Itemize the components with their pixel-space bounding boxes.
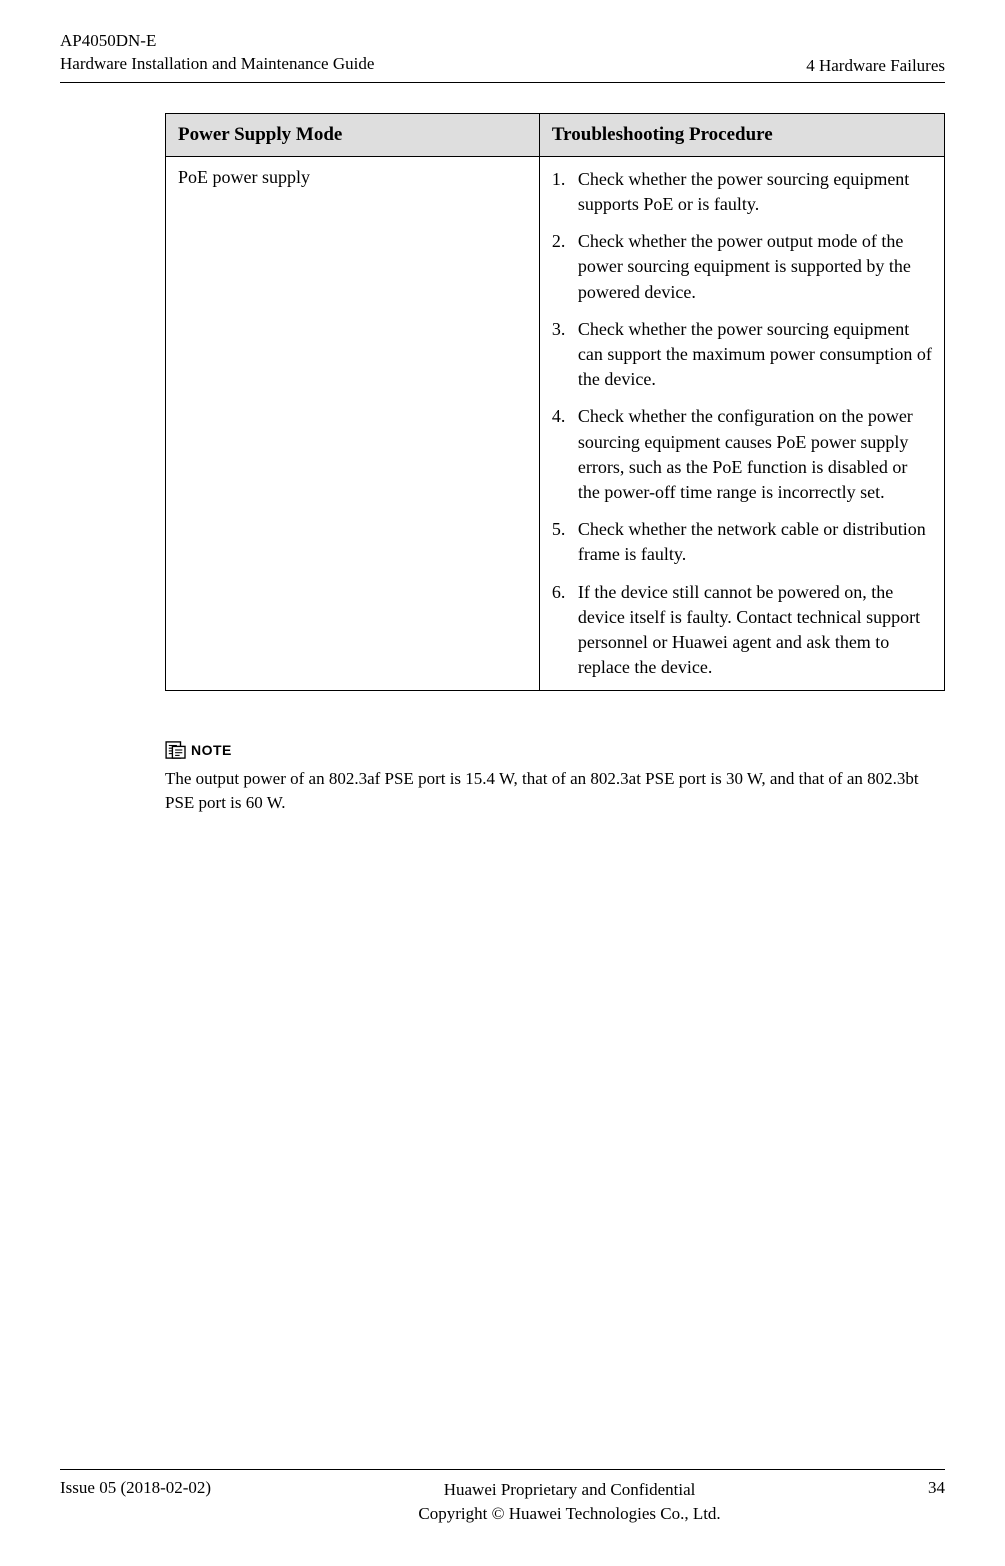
list-item: 6.If the device still cannot be powered …	[552, 580, 932, 681]
footer-copyright: Copyright © Huawei Technologies Co., Ltd…	[418, 1502, 720, 1526]
doc-title: Hardware Installation and Maintenance Gu…	[60, 53, 374, 76]
page-content: Power Supply Mode Troubleshooting Proced…	[165, 113, 945, 815]
footer-center: Huawei Proprietary and Confidential Copy…	[418, 1478, 720, 1526]
note-header: NOTE	[165, 741, 945, 759]
list-item: 4.Check whether the configuration on the…	[552, 404, 932, 505]
procedure-cell: 1.Check whether the power sourcing equip…	[539, 156, 944, 690]
step-number: 4.	[552, 404, 578, 505]
note-label: NOTE	[191, 742, 232, 758]
table-header-row: Power Supply Mode Troubleshooting Proced…	[166, 113, 945, 156]
footer-issue: Issue 05 (2018-02-02)	[60, 1478, 211, 1498]
mode-cell: PoE power supply	[166, 156, 540, 690]
step-text: If the device still cannot be powered on…	[578, 580, 932, 681]
step-text: Check whether the power output mode of t…	[578, 229, 932, 305]
step-number: 2.	[552, 229, 578, 305]
col-header-procedure: Troubleshooting Procedure	[539, 113, 944, 156]
step-number: 5.	[552, 517, 578, 567]
list-item: 3.Check whether the power sourcing equip…	[552, 317, 932, 393]
product-name: AP4050DN-E	[60, 30, 374, 53]
list-item: 1.Check whether the power sourcing equip…	[552, 167, 932, 217]
footer-page-number: 34	[928, 1478, 945, 1498]
note-text: The output power of an 802.3af PSE port …	[165, 767, 945, 815]
note-icon	[165, 741, 187, 759]
col-header-mode: Power Supply Mode	[166, 113, 540, 156]
troubleshoot-list: 1.Check whether the power sourcing equip…	[552, 167, 932, 680]
table-row: PoE power supply 1.Check whether the pow…	[166, 156, 945, 690]
step-text: Check whether the power sourcing equipme…	[578, 317, 932, 393]
step-text: Check whether the configuration on the p…	[578, 404, 932, 505]
page-footer: Issue 05 (2018-02-02) Huawei Proprietary…	[60, 1469, 945, 1526]
step-number: 3.	[552, 317, 578, 393]
step-number: 1.	[552, 167, 578, 217]
step-text: Check whether the power sourcing equipme…	[578, 167, 932, 217]
footer-confidential: Huawei Proprietary and Confidential	[418, 1478, 720, 1502]
step-number: 6.	[552, 580, 578, 681]
chapter-title: 4 Hardware Failures	[806, 56, 945, 76]
step-text: Check whether the network cable or distr…	[578, 517, 932, 567]
list-item: 5.Check whether the network cable or dis…	[552, 517, 932, 567]
page-header: AP4050DN-E Hardware Installation and Mai…	[60, 30, 945, 83]
note-block: NOTE The output power of an 802.3af PSE …	[165, 741, 945, 815]
header-left: AP4050DN-E Hardware Installation and Mai…	[60, 30, 374, 76]
troubleshooting-table: Power Supply Mode Troubleshooting Proced…	[165, 113, 945, 691]
list-item: 2.Check whether the power output mode of…	[552, 229, 932, 305]
